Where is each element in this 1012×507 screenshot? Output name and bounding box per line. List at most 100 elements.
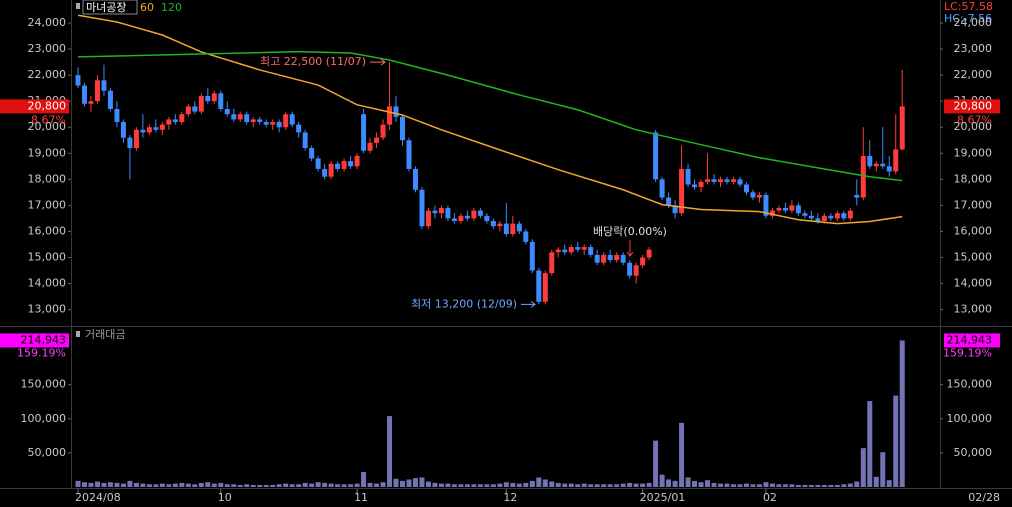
candle-body [756,194,762,198]
candle-body [127,137,133,149]
volume-bar [244,484,250,487]
volume-bar [367,482,373,487]
volume-bar [400,480,405,487]
volume-bar [516,483,522,487]
candle-body [367,142,373,151]
ex-dividend-annotation: 배당락(0.00%) [593,225,667,238]
candle-body [192,106,198,112]
volume-bar [432,482,438,487]
candle-body [588,247,594,255]
volume-bar [380,482,386,487]
volume-bar [847,483,853,487]
volume-bar [159,483,165,487]
volume-bar [166,484,172,487]
volume-bar [140,483,146,487]
candle-body [555,249,561,253]
y-tick-label: 18,000 [28,172,67,185]
candle-body [477,210,483,216]
candle-body [776,207,782,211]
volume-tick-label: 50,000 [28,446,67,459]
candle-body [789,205,795,211]
volume-bar [653,440,659,487]
volume-bar [614,484,620,487]
candle-body [107,90,113,109]
candle-body [834,213,840,219]
candle-body [270,122,276,125]
candle-body [854,194,860,198]
candle-body [146,127,152,133]
y-tick-label: 13,000 [28,303,67,316]
candle-body [374,137,380,143]
candle-body [841,213,847,219]
candle-body [172,119,178,123]
candle-body [328,163,334,177]
candle-body [666,197,672,206]
volume-bar [101,482,107,487]
candle-body [120,122,126,138]
candle-body [451,218,457,222]
candle-body [594,254,600,263]
volume-bar [808,484,814,487]
volume-bar [393,478,399,487]
candle-body [692,184,698,188]
candle-body [705,179,711,182]
candle-body [860,155,866,198]
volume-bar [568,483,574,487]
volume-bar [192,484,198,487]
candle-body [562,249,568,253]
candle-body [523,231,529,242]
candle-body [354,155,360,167]
y2-tick-label: 18,000 [954,172,993,185]
high-arrow [370,58,386,66]
legend-ma120: 120 [161,1,182,14]
volume-bar [873,476,879,487]
candle-body [633,265,639,276]
candle-body [724,179,730,182]
low-arrow [521,300,536,308]
volume-bar [205,482,211,487]
volume-bar [451,484,457,487]
candle-body [425,210,431,227]
candle-body [94,80,100,102]
volume-bar [387,416,393,487]
candle-body [88,101,94,104]
price-tag-right-label: 20,800 [954,99,993,112]
candle-body [503,223,509,235]
candle-body [153,127,159,130]
volume-tick-label: 100,000 [21,412,67,425]
volume-bar [114,482,120,487]
candle-body [75,75,81,86]
volume-bar [445,483,451,487]
candle-body [750,192,756,198]
candle-body [802,213,808,216]
volume-bar [283,483,289,487]
volume-bar [127,480,133,487]
candle-body [244,114,250,123]
date-label: 11 [354,491,368,504]
volume-ratio-right: 159.19% [943,346,992,359]
y2-tick-label: 23,000 [954,42,993,55]
volume-bar [594,484,600,487]
date-label: 10 [218,491,232,504]
low-annotation: 최저 13,200 (12/09) [411,297,517,310]
volume-bar [94,481,100,487]
candle-body [510,223,516,235]
candle-body [263,122,269,125]
volume-bar [633,483,639,487]
candle-body [341,161,347,169]
volume-bar [549,481,555,487]
candle-body [393,106,399,117]
y-tick-label: 15,000 [28,250,67,263]
candle-body [575,247,581,250]
y2-tick-label: 24,000 [954,16,993,29]
candle-body [568,247,574,253]
volume-bar [756,484,762,487]
volume-bar [821,484,827,487]
volume-bar [185,483,191,487]
volume-bar [231,484,237,487]
volume-bar [523,482,529,487]
volume-bar [237,484,243,487]
y-tick-label: 22,000 [28,68,67,81]
y2-tick-label: 15,000 [954,250,993,263]
